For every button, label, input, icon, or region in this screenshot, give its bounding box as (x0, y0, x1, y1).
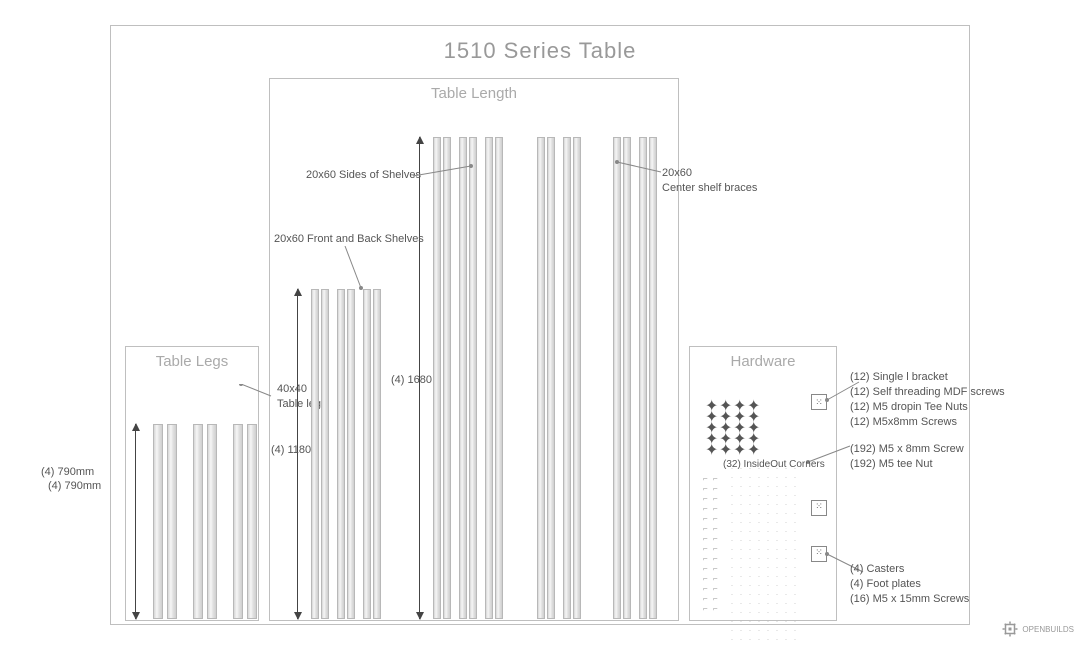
hw-top-list: (12) Single l bracket (12) Self threadin… (850, 370, 1005, 429)
page-title: 1510 Series Table (111, 38, 969, 64)
dim-1680-label: (4) 1680 (391, 374, 432, 386)
hw-bottom-list: (4) Casters (4) Foot plates (16) M5 x 15… (850, 562, 969, 607)
openbuilds-logo: OPENBUILDS (1001, 620, 1074, 638)
hw-foot-1: ⁙ (811, 500, 827, 516)
legs-bar-group (149, 424, 259, 619)
corners-label: (32) InsideOut Corners (723, 458, 825, 472)
dim-legs (135, 424, 136, 619)
box-title-length: Table Length (270, 85, 678, 102)
logo-text: OPENBUILDS (1022, 625, 1074, 634)
hw-corners: ⌐⌐⌐⌐⌐⌐⌐⌐⌐⌐⌐⌐⌐⌐⌐⌐⌐⌐⌐⌐⌐⌐⌐⌐⌐⌐⌐⌐ (703, 474, 723, 614)
box-title-legs: Table Legs (126, 353, 258, 370)
gear-cube-icon (1001, 620, 1019, 638)
box-title-hardware: Hardware (690, 353, 836, 370)
callout-frontback: 20x60 Front and Back Shelves (274, 232, 424, 247)
hw-screws-grid: ········································… (731, 466, 802, 645)
dim-1180-label: (4) 1180 (271, 444, 311, 456)
length-sides-group (433, 137, 503, 619)
length-frontback-group (311, 289, 381, 619)
callout-center: 20x60Center shelf braces (662, 166, 757, 196)
length-center-group (537, 137, 649, 619)
outer-frame: 1510 Series Table Table Legs Table Lengt… (110, 25, 970, 625)
callout-sides: 20x60 Sides of Shelves (306, 168, 421, 183)
dim-legs-label: (4) 790mm (41, 466, 94, 478)
dim-790-label-outer: (4) 790mm (48, 480, 101, 492)
hw-top-array: ✦✦✦✦ ✦✦✦✦ ✦✦✦✦ ✦✦✦✦ ✦✦✦✦ (705, 396, 761, 451)
hw-mid-list: (192) M5 x 8mm Screw (192) M5 tee Nut (850, 442, 964, 472)
